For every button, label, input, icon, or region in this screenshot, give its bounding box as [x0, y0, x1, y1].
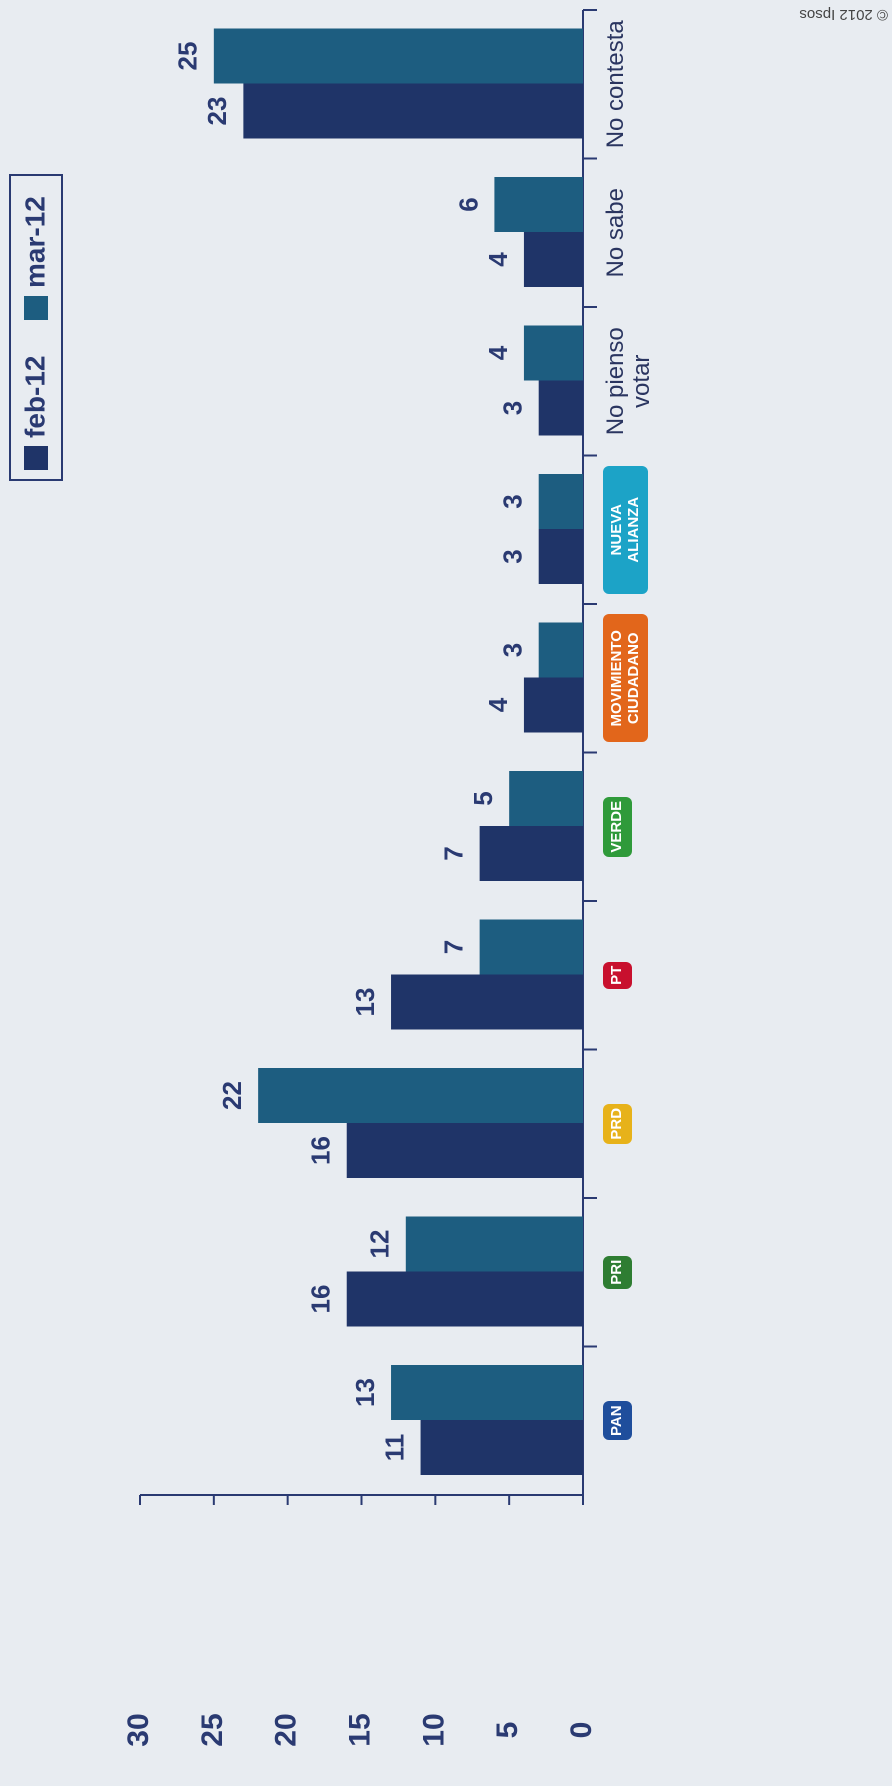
y-tick-label: 10	[417, 1713, 450, 1746]
x-tick-label-wrap: MOVIMIENTO CIUDADANO	[603, 604, 733, 753]
rotated-chart: 0 5 10 15 20 25 30 PAN 11 13 PRI 16 12 PRD 16 22 PT 13 7 VE…	[9, 9, 733, 1747]
bar	[391, 974, 583, 1030]
x-tick-label-box: PAN	[603, 1347, 733, 1496]
x-tick-label-box: VERDE	[603, 753, 733, 902]
x-tick-label-box: No sabe	[603, 159, 733, 308]
bar	[538, 529, 584, 584]
legend-label: mar-12	[19, 196, 50, 288]
legend-swatch	[24, 296, 48, 320]
copyright: © 2012 Ipsos	[799, 6, 888, 23]
value-label: 4	[483, 345, 513, 360]
bar	[538, 380, 584, 436]
x-tick-label-box: PT	[603, 901, 733, 1050]
bar	[405, 1216, 583, 1272]
y-tick-label: 15	[343, 1713, 376, 1746]
bar	[523, 232, 584, 287]
bar	[494, 177, 583, 232]
x-tick-label: NUEVA ALIANZA	[603, 465, 648, 594]
bar	[538, 622, 584, 678]
y-tick-label: 30	[122, 1713, 155, 1746]
bar	[391, 1365, 583, 1420]
x-tick-label: MOVIMIENTO CIUDADANO	[603, 614, 648, 743]
x-tick-label: No sabe	[603, 188, 629, 278]
x-tick-label-wrap: PRD	[603, 1050, 733, 1199]
y-tick-label: 25	[196, 1713, 229, 1746]
x-tick-label-wrap: No contesta	[603, 10, 733, 159]
x-tick-label: PRI	[603, 1255, 632, 1289]
bar	[420, 1420, 584, 1475]
bar	[479, 826, 583, 881]
value-label: 3	[498, 643, 528, 657]
bar	[258, 1068, 583, 1123]
x-tick-label: VERDE	[603, 796, 632, 857]
value-label: 3	[498, 401, 528, 415]
value-label: 4	[483, 252, 513, 267]
bar	[509, 771, 583, 826]
y-tick-label: 20	[270, 1713, 303, 1746]
y-tick-label: 0	[565, 1722, 598, 1739]
value-label: 3	[498, 549, 528, 563]
value-label: 25	[173, 42, 203, 71]
x-tick-label-wrap: NUEVA ALIANZA	[603, 456, 733, 605]
legend-box	[9, 174, 63, 481]
x-tick-label: PT	[603, 961, 632, 989]
bar	[523, 325, 584, 381]
x-tick-label-wrap: PAN	[603, 1347, 733, 1496]
x-tick-label-wrap: PT	[603, 901, 733, 1050]
value-label: 7	[439, 940, 469, 954]
value-label: 12	[365, 1230, 395, 1259]
y-tick-label: 5	[491, 1722, 524, 1739]
bar	[346, 1271, 583, 1327]
value-label: 13	[350, 988, 380, 1017]
legend-swatch	[24, 446, 48, 470]
x-tick-label-wrap: VERDE	[603, 753, 733, 902]
value-label: 6	[453, 197, 483, 211]
value-label: 3	[498, 494, 528, 508]
bar	[213, 28, 583, 84]
value-label: 11	[379, 1434, 409, 1462]
value-label: 22	[217, 1081, 247, 1110]
value-label: 7	[439, 846, 469, 860]
x-tick-label-box: NUEVA ALIANZA	[603, 456, 733, 605]
x-tick-label-box: MOVIMIENTO CIUDADANO	[603, 604, 733, 753]
x-tick-label-box: PRD	[603, 1050, 733, 1199]
x-tick-label-box: PRI	[603, 1198, 733, 1347]
legend: feb-12 mar-12	[9, 174, 63, 481]
legend-label: feb-12	[19, 356, 50, 438]
x-tick-label-box: No pienso votar	[603, 307, 733, 456]
value-label: 5	[468, 791, 498, 805]
x-tick-label-wrap: No pienso votar	[603, 307, 733, 456]
bar	[538, 474, 584, 529]
bar	[523, 677, 584, 733]
bar	[346, 1123, 583, 1178]
x-tick-label: No contesta	[603, 20, 629, 149]
x-tick-label: No pienso votar	[603, 327, 656, 436]
value-label: 13	[350, 1378, 380, 1407]
bar	[243, 83, 583, 139]
x-tick-label: PAN	[603, 1401, 632, 1441]
x-tick-label-box: No contesta	[603, 10, 733, 159]
value-label: 16	[306, 1285, 336, 1314]
x-tick-label-wrap: No sabe	[603, 159, 733, 308]
bar	[479, 919, 583, 975]
x-tick-label-wrap: PRI	[603, 1198, 733, 1347]
value-label: 23	[202, 97, 232, 126]
value-label: 4	[483, 697, 513, 712]
value-label: 16	[306, 1136, 336, 1165]
x-tick-label: PRD	[603, 1103, 632, 1144]
